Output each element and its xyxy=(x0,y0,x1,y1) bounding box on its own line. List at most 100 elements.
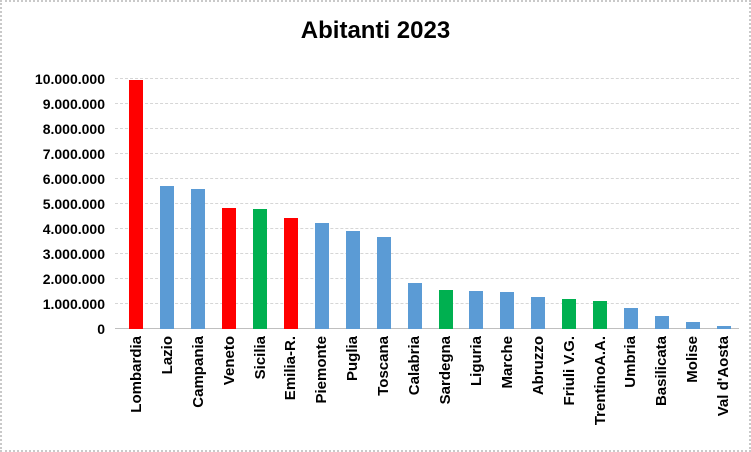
bar-slot xyxy=(214,208,245,329)
bar-val-d-aosta[interactable] xyxy=(716,326,731,329)
bar-slot xyxy=(399,283,430,329)
bar-slot xyxy=(337,231,368,329)
y-tick-label: 0 xyxy=(97,321,105,337)
y-gridline xyxy=(115,228,739,229)
y-tick-label: 4.000.000 xyxy=(42,221,105,237)
bar-abruzzo[interactable] xyxy=(531,297,546,329)
bar-sardegna[interactable] xyxy=(438,290,453,329)
y-tick-label: 9.000.000 xyxy=(42,96,105,112)
x-axis-label: Abruzzo xyxy=(529,336,547,396)
x-axis-label: Puglia xyxy=(344,336,362,382)
bar-veneto[interactable] xyxy=(222,208,237,329)
bar-toscana[interactable] xyxy=(376,237,391,329)
bar-slot xyxy=(276,218,307,329)
bar-piemonte[interactable] xyxy=(314,223,329,329)
bar-emilia-r[interactable] xyxy=(283,218,298,329)
bar-slot xyxy=(585,301,616,329)
y-axis: 10.000.000 9.000.000 8.000.000 7.000.000 6.0… xyxy=(2,71,113,337)
y-tick-label: 5.000.000 xyxy=(42,196,105,212)
bar-slot xyxy=(306,223,337,329)
bar-slot xyxy=(708,326,739,329)
y-tick-label: 10.000.000 xyxy=(34,71,105,87)
x-axis-label: Basilicata xyxy=(653,336,671,407)
x-axis: Lombardia Lazio Campania Veneto Sicilia Emili… xyxy=(121,336,739,448)
x-axis-line xyxy=(115,328,739,329)
x-axis-label: Toscana xyxy=(375,336,393,396)
x-axis-label: Piemonte xyxy=(313,336,331,404)
x-axis-label: Lazio xyxy=(158,336,176,375)
bar-slot xyxy=(245,209,276,329)
bar-lazio[interactable] xyxy=(160,186,175,329)
bar-liguria[interactable] xyxy=(469,291,484,329)
bar-slot xyxy=(492,292,523,329)
bar-slot xyxy=(646,316,677,329)
y-gridline xyxy=(115,103,739,104)
bar-marche[interactable] xyxy=(500,292,515,329)
x-label-slot: Umbria xyxy=(616,336,647,448)
y-tick-label: 6.000.000 xyxy=(42,171,105,187)
x-axis-label: Molise xyxy=(684,336,702,383)
x-axis-label: Umbria xyxy=(622,336,640,388)
bar-slot xyxy=(183,189,214,329)
plot-area xyxy=(115,78,739,329)
bar-trentinoa-a[interactable] xyxy=(593,301,608,329)
chart-title: Abitanti 2023 xyxy=(300,17,451,44)
x-axis-label: Calabria xyxy=(406,336,424,396)
x-label-slot: Emilia-R. xyxy=(276,336,307,448)
bar-slot xyxy=(121,80,152,329)
bar-puglia[interactable] xyxy=(345,231,360,329)
bar-sicilia[interactable] xyxy=(253,209,268,329)
y-gridline xyxy=(115,253,739,254)
y-gridline xyxy=(115,128,739,129)
y-gridline xyxy=(115,278,739,279)
bar-friuli-v-g[interactable] xyxy=(562,299,577,329)
bar-calabria[interactable] xyxy=(407,283,422,329)
x-label-slot: Lombardia xyxy=(121,336,152,448)
bar-slot xyxy=(677,322,708,329)
bar-molise[interactable] xyxy=(685,322,700,329)
x-label-slot: Sardegna xyxy=(430,336,461,448)
x-label-slot: TrentinoA.A. xyxy=(585,336,616,448)
x-axis-label: Sicilia xyxy=(251,336,269,380)
x-label-slot: Friuli V.G. xyxy=(554,336,585,448)
x-axis-label: Lombardia xyxy=(127,336,145,413)
x-label-slot: Lazio xyxy=(152,336,183,448)
bar-slot xyxy=(368,237,399,329)
x-axis-label: Liguria xyxy=(467,336,485,387)
x-label-slot: Marche xyxy=(492,336,523,448)
y-tick-label: 2.000.000 xyxy=(42,271,105,287)
x-axis-label: Sardegna xyxy=(437,336,455,405)
y-tick-label: 8.000.000 xyxy=(42,121,105,137)
bar-slot xyxy=(616,308,647,329)
x-axis-label: Marche xyxy=(498,336,516,389)
x-label-slot: Molise xyxy=(677,336,708,448)
y-tick-label: 7.000.000 xyxy=(42,146,105,162)
bars-group xyxy=(121,79,739,329)
y-gridline xyxy=(115,153,739,154)
x-axis-label: Emilia-R. xyxy=(282,336,300,401)
bar-slot xyxy=(523,297,554,329)
x-axis-label: Friuli V.G. xyxy=(560,336,578,406)
y-tick-label: 1.000.000 xyxy=(42,296,105,312)
x-axis-label: Veneto xyxy=(220,336,238,386)
bar-lombardia[interactable] xyxy=(129,80,144,329)
y-gridline xyxy=(115,178,739,179)
bar-slot xyxy=(461,291,492,329)
x-label-slot: Piemonte xyxy=(306,336,337,448)
x-label-slot: Sicilia xyxy=(245,336,276,448)
x-label-slot: Abruzzo xyxy=(523,336,554,448)
y-gridline xyxy=(115,303,739,304)
y-gridline xyxy=(115,203,739,204)
x-axis-label: Val d'Aosta xyxy=(715,336,733,417)
x-axis-label: TrentinoA.A. xyxy=(591,336,609,426)
x-label-slot: Campania xyxy=(183,336,214,448)
bar-campania[interactable] xyxy=(191,189,206,329)
bar-umbria[interactable] xyxy=(623,308,638,329)
bar-slot xyxy=(430,290,461,329)
bar-basilicata[interactable] xyxy=(654,316,669,329)
x-label-slot: Basilicata xyxy=(646,336,677,448)
x-label-slot: Puglia xyxy=(337,336,368,448)
x-label-slot: Toscana xyxy=(368,336,399,448)
bar-slot xyxy=(152,186,183,329)
